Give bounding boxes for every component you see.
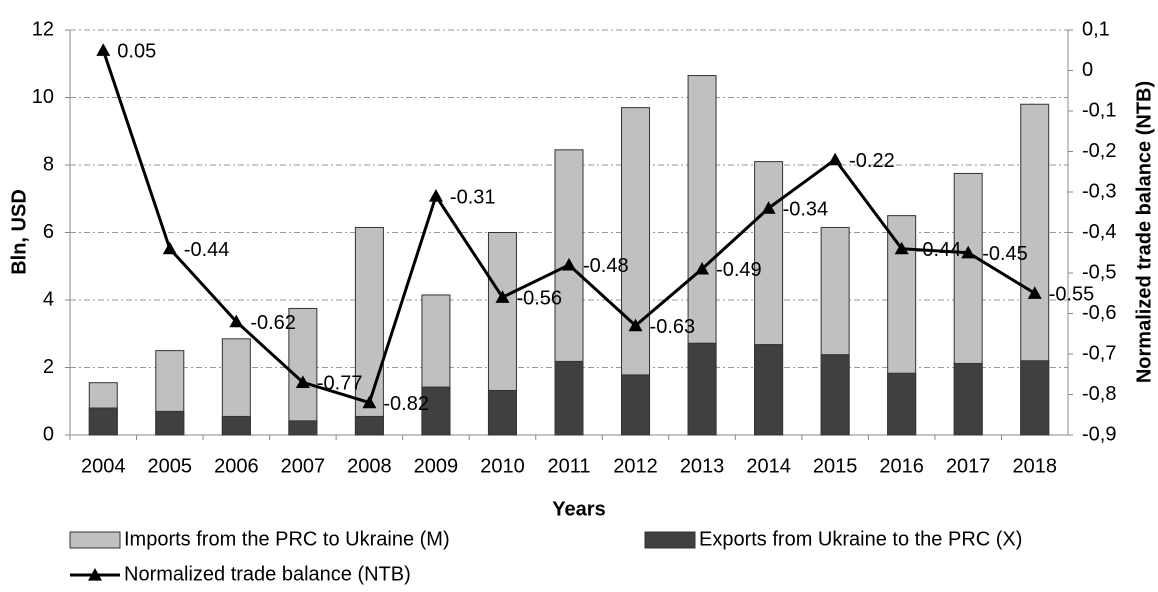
data-label: -0.56 — [516, 288, 562, 310]
y2-tick-label: -0,5 — [1082, 261, 1116, 283]
x-tick-label: 2016 — [879, 455, 924, 477]
x-tick-label: 2013 — [680, 455, 725, 477]
x-axis-title: Years — [552, 498, 605, 520]
bar — [887, 372, 917, 436]
data-label: -0.49 — [716, 259, 762, 281]
y-tick-label: 0 — [43, 423, 54, 445]
data-label: -0.22 — [849, 150, 895, 172]
y2-tick-label: -0,3 — [1082, 180, 1116, 202]
marker — [628, 318, 643, 332]
x-tick-label: 2010 — [480, 455, 525, 477]
x-tick-label: 2007 — [281, 455, 326, 477]
x-tick-label: 2004 — [81, 455, 126, 477]
bar — [354, 415, 384, 436]
marker — [695, 261, 710, 275]
legend-label: Exports from Ukraine to the PRC (X) — [699, 528, 1022, 550]
marker — [96, 43, 111, 56]
bar — [1020, 360, 1050, 436]
data-label: -0.48 — [583, 255, 629, 277]
y-tick-label: 2 — [43, 356, 54, 378]
y2-tick-label: -0,9 — [1082, 423, 1116, 445]
bar — [221, 415, 251, 436]
y2-tick-label: -0,7 — [1082, 342, 1116, 364]
marker — [894, 241, 909, 255]
legend-marker — [88, 568, 102, 581]
y2-tick-label: -0,8 — [1082, 383, 1116, 405]
x-tick-label: 2006 — [214, 455, 259, 477]
y2-tick-label: 0,1 — [1082, 18, 1110, 40]
data-label: -0.45 — [982, 243, 1028, 265]
bar — [687, 342, 717, 436]
bar — [155, 410, 185, 436]
y-tick-label: 8 — [43, 153, 54, 175]
y2-tick-label: -0,1 — [1082, 99, 1116, 121]
marker — [162, 241, 177, 255]
data-label: -0.31 — [450, 186, 496, 208]
bar — [288, 307, 318, 436]
marker — [428, 189, 443, 202]
x-tick-label: 2017 — [946, 455, 991, 477]
x-tick-label: 2008 — [347, 455, 392, 477]
data-label: -0.82 — [383, 393, 429, 415]
y-tick-label: 6 — [43, 221, 54, 243]
marker — [828, 152, 843, 166]
y2-tick-label: -0,2 — [1082, 140, 1116, 162]
legend-label: Imports from the PRC to Ukraine (M) — [124, 528, 450, 550]
legend-swatch — [69, 531, 121, 549]
data-label: -0.44 — [184, 239, 230, 261]
marker — [495, 290, 510, 303]
x-tick-label: 2015 — [813, 455, 858, 477]
x-tick-label: 2011 — [547, 455, 590, 477]
data-label: -0.77 — [317, 373, 363, 395]
marker — [562, 257, 576, 271]
legend-swatch — [644, 531, 696, 549]
data-label: -0.63 — [650, 316, 696, 338]
y2-tick-label: -0,4 — [1082, 221, 1116, 243]
marker — [362, 395, 377, 409]
y-tick-label: 12 — [32, 18, 54, 40]
bar — [820, 354, 850, 436]
y-tick-label: 4 — [43, 288, 54, 310]
data-label: -0.34 — [783, 198, 829, 220]
marker — [961, 245, 976, 259]
bar — [288, 420, 318, 436]
x-tick-label: 2009 — [414, 455, 459, 477]
bar — [487, 389, 517, 436]
x-tick-label: 2018 — [1012, 455, 1057, 477]
marker — [295, 375, 310, 388]
y-axis-title: Bln, USD — [8, 189, 30, 275]
marker — [1027, 286, 1042, 299]
bar — [421, 386, 451, 436]
legend-label: Normalized trade balance (NTB) — [124, 563, 411, 585]
data-label: -0.44 — [916, 239, 962, 261]
data-label: 0.05 — [117, 41, 156, 63]
y2-tick-label: 0 — [1082, 59, 1093, 81]
x-tick-label: 2012 — [613, 455, 658, 477]
bar — [754, 344, 784, 436]
bar — [621, 374, 651, 436]
x-tick-label: 2005 — [148, 455, 193, 477]
marker — [761, 201, 776, 214]
data-label: -0.55 — [1049, 284, 1095, 306]
bar — [88, 407, 118, 436]
y2-tick-label: -0,6 — [1082, 302, 1116, 324]
y-tick-label: 10 — [32, 86, 54, 108]
bar — [554, 360, 584, 436]
marker — [229, 314, 244, 328]
x-tick-label: 2014 — [746, 455, 791, 477]
bar — [953, 362, 983, 436]
data-label: -0.62 — [250, 312, 296, 334]
y2-axis-title: Normalized trade balance (NTB) — [1133, 81, 1155, 383]
